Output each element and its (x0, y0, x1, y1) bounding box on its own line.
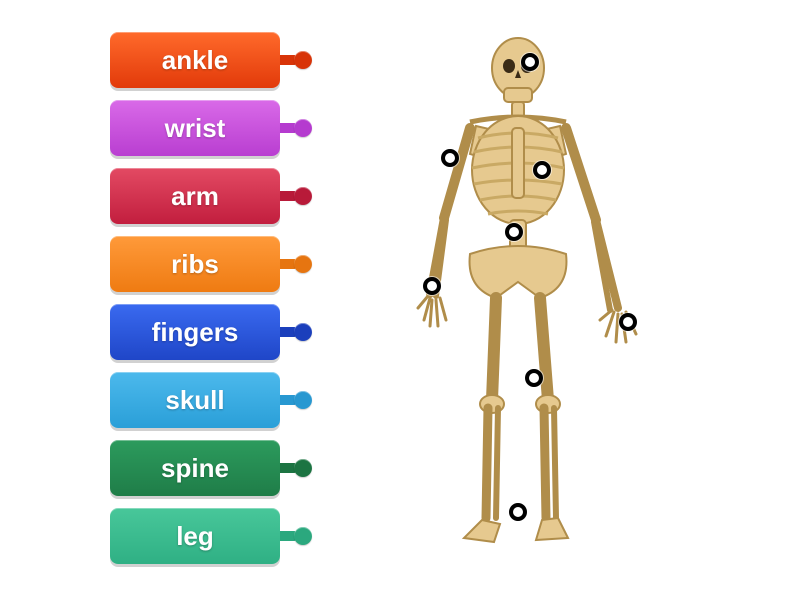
label-ankle[interactable]: ankle (110, 32, 280, 88)
label-connector (280, 51, 312, 69)
label-leg[interactable]: leg (110, 508, 280, 564)
label-text: wrist (165, 113, 226, 144)
target-spine[interactable] (505, 223, 523, 241)
target-ankle[interactable] (509, 503, 527, 521)
target-arm[interactable] (441, 149, 459, 167)
label-ribs[interactable]: ribs (110, 236, 280, 292)
label-fingers[interactable]: fingers (110, 304, 280, 360)
target-fingers[interactable] (619, 313, 637, 331)
target-ribs[interactable] (533, 161, 551, 179)
label-connector (280, 391, 312, 409)
label-connector (280, 119, 312, 137)
label-text: skull (165, 385, 224, 416)
label-text: ankle (162, 45, 229, 76)
label-connector (280, 527, 312, 545)
skeleton-icon (400, 20, 680, 580)
target-leg[interactable] (525, 369, 543, 387)
label-wrist[interactable]: wrist (110, 100, 280, 156)
label-connector (280, 255, 312, 273)
label-text: leg (176, 521, 214, 552)
skeleton-diagram (400, 20, 680, 580)
label-connector (280, 323, 312, 341)
target-wrist[interactable] (423, 277, 441, 295)
label-connector (280, 459, 312, 477)
label-text: ribs (171, 249, 219, 280)
labels-column: ankle wrist arm ribs fingers (110, 32, 310, 576)
label-skull[interactable]: skull (110, 372, 280, 428)
label-text: fingers (152, 317, 239, 348)
label-connector (280, 187, 312, 205)
label-arm[interactable]: arm (110, 168, 280, 224)
label-spine[interactable]: spine (110, 440, 280, 496)
label-text: arm (171, 181, 219, 212)
target-skull[interactable] (521, 53, 539, 71)
label-text: spine (161, 453, 229, 484)
